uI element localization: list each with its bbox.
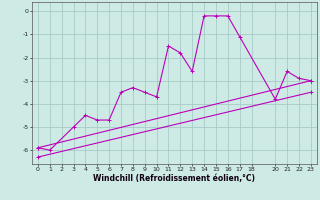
X-axis label: Windchill (Refroidissement éolien,°C): Windchill (Refroidissement éolien,°C) xyxy=(93,174,255,183)
